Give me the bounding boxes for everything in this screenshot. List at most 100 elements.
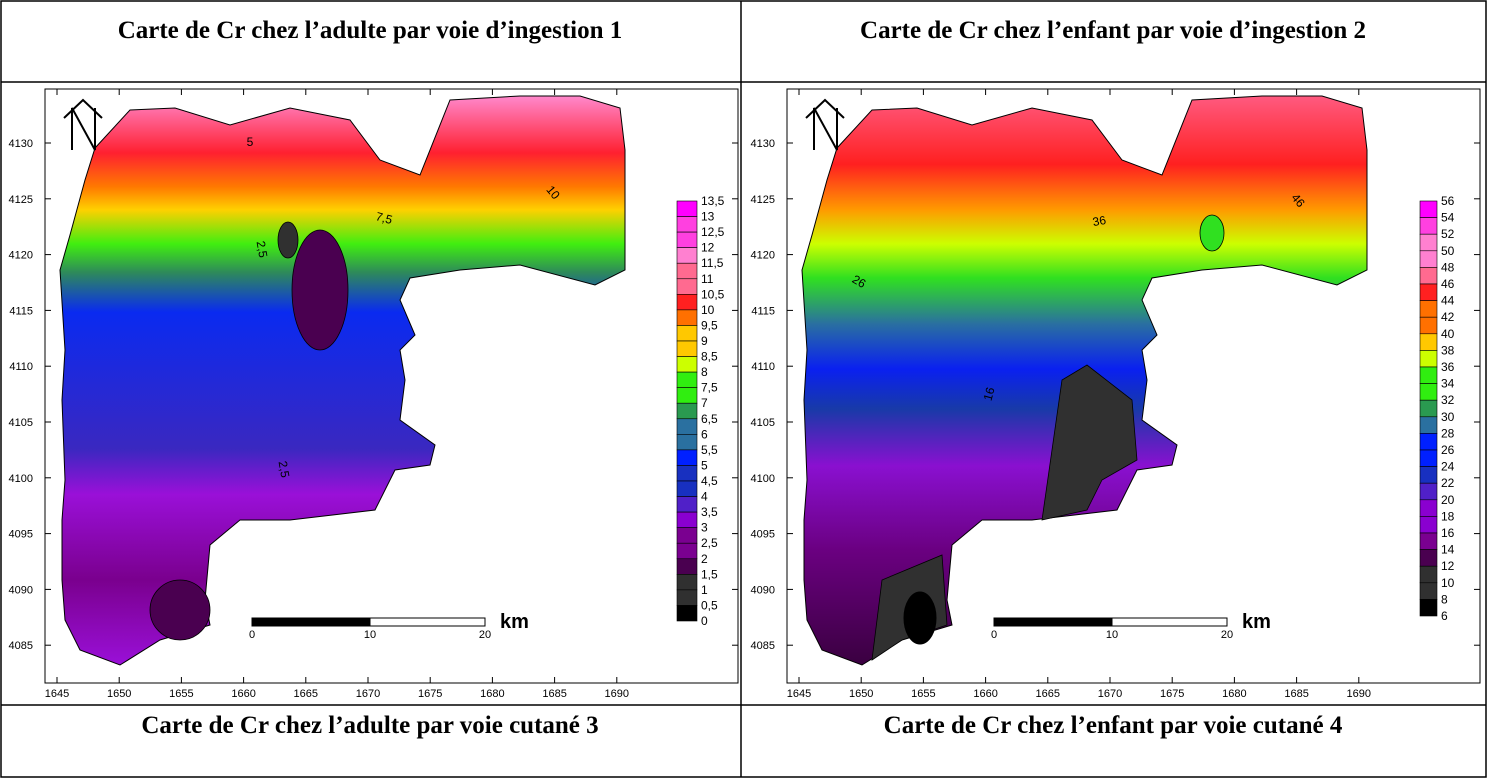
caption: Carte de Cr chez l’adulte par voie cutan… (141, 712, 598, 739)
legend-swatch (676, 371, 698, 388)
legend-label: 7 (701, 396, 708, 410)
legend-swatch (1419, 599, 1438, 617)
y-tick-label: 4095 (751, 529, 775, 541)
x-tick-label: 1660 (973, 688, 997, 700)
legend-swatch (676, 262, 698, 280)
legend-label: 10 (1441, 576, 1455, 590)
legend-label: 12 (1441, 559, 1455, 573)
panel-title: Carte de Cr chez l’adulte par voie d’ing… (118, 17, 623, 44)
x-tick-label: 1670 (356, 688, 380, 700)
scale-label: 20 (479, 629, 491, 641)
north-arrow (805, 98, 845, 151)
legend-swatch (676, 511, 698, 528)
legend-swatch (676, 605, 698, 622)
y-tick-label: 4090 (751, 584, 775, 596)
x-tick-label: 1690 (1347, 688, 1371, 700)
legend-swatch (676, 356, 698, 373)
scale-label: 20 (1221, 629, 1233, 641)
legend-label: 3,5 (701, 505, 718, 519)
legend-swatch (1419, 267, 1438, 285)
legend-label: 18 (1441, 509, 1455, 523)
legend-swatch (1419, 366, 1438, 384)
scale-bar (993, 617, 1113, 627)
legend-label: 5 (701, 458, 708, 472)
legend-swatch (676, 418, 698, 435)
legend-swatch (1419, 300, 1438, 318)
legend-label: 22 (1441, 476, 1455, 490)
legend-swatch (1419, 433, 1438, 451)
x-tick-label: 1650 (849, 688, 873, 700)
legend-swatch (1419, 350, 1438, 368)
y-tick-label: 4100 (9, 473, 33, 485)
legend-label: 10 (701, 303, 715, 317)
scale-label: 0 (991, 629, 997, 641)
legend-swatch (1419, 482, 1438, 501)
scale-unit: km (500, 611, 529, 633)
x-tick-label: 1670 (1098, 688, 1122, 700)
y-tick-label: 4120 (9, 250, 33, 262)
x-tick-label: 1675 (418, 688, 442, 700)
legend-label: 32 (1441, 393, 1455, 407)
map-panel: 1645 1650 1655 1660 1665 1670 1675 1680 1685 1690… (751, 88, 1481, 700)
legend-swatch (676, 542, 698, 560)
panel-title: Carte de Cr chez l’enfant par voie d’ing… (860, 17, 1366, 44)
legend-label: 8 (701, 365, 708, 379)
contour-label: 2,5 (276, 460, 293, 479)
legend-label: 48 (1441, 260, 1455, 274)
legend-swatch (676, 449, 698, 466)
y-tick-label: 4090 (9, 584, 33, 596)
legend-swatch (1419, 316, 1438, 335)
y-tick-label: 4095 (9, 529, 33, 541)
legend-swatch (1419, 532, 1438, 550)
legend-label: 9,5 (701, 318, 718, 332)
map-frame (786, 88, 1481, 684)
y-tick-label: 4110 (9, 361, 33, 373)
x-tick-label: 1665 (1036, 688, 1060, 700)
legend-label: 16 (1441, 526, 1455, 540)
legend-swatch (676, 434, 698, 451)
x-tick-label: 1660 (231, 688, 255, 700)
legend-swatch (1419, 399, 1438, 418)
legend-swatch (1419, 582, 1438, 600)
legend-label: 40 (1441, 327, 1455, 341)
legend-label: 10,5 (701, 287, 725, 301)
legend-swatch (1419, 217, 1438, 235)
legend-swatch (676, 247, 698, 264)
map-frame (44, 88, 739, 684)
legend-label: 26 (1441, 443, 1455, 457)
legend-swatch (1419, 233, 1438, 252)
legend-swatch (676, 465, 698, 482)
legend-label: 30 (1441, 410, 1455, 424)
legend-label: 56 (1441, 194, 1455, 208)
y-tick-label: 4110 (751, 361, 775, 373)
legend-label: 50 (1441, 244, 1455, 258)
legend-swatch (1419, 516, 1438, 534)
scale-bar (251, 617, 371, 627)
contour-label: 26 (850, 272, 869, 291)
legend-swatch (676, 574, 698, 591)
legend-swatch (1419, 333, 1438, 351)
legend-label: 6,5 (701, 412, 718, 426)
contour-zone (277, 221, 299, 259)
scale-label: 10 (364, 629, 376, 641)
legend-swatch (1419, 416, 1438, 434)
legend-label: 11 (701, 272, 714, 286)
legend-label: 46 (1441, 277, 1455, 291)
legend-label: 1,5 (701, 567, 718, 581)
legend-swatch (1419, 250, 1438, 268)
legend-label: 12,5 (701, 225, 725, 239)
legend-label: 3 (701, 521, 708, 535)
contour-label: 16 (981, 385, 998, 402)
y-tick-label: 4115 (9, 305, 33, 317)
legend-swatch (676, 325, 698, 342)
legend-swatch (676, 231, 698, 248)
legend-swatch (1419, 383, 1438, 401)
y-tick-label: 4105 (9, 417, 33, 429)
legend-label: 2,5 (701, 536, 718, 550)
x-tick-label: 1665 (294, 688, 318, 700)
legend-swatch (676, 387, 698, 404)
contour-zone (291, 229, 349, 351)
legend-label: 12 (701, 241, 715, 255)
contour-zone (149, 579, 211, 641)
